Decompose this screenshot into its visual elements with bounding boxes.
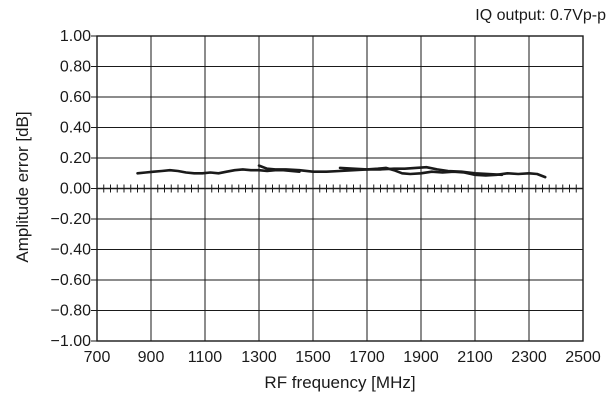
x-tick-label: 1300 [241,349,277,366]
x-tick-label: 1900 [403,349,439,366]
y-tick-label: −0.40 [51,242,92,259]
x-tick-label: 1100 [188,349,223,366]
x-tick-label: 2500 [565,349,601,366]
y-tick-label: −1.00 [51,333,92,350]
series-layer [136,164,547,179]
y-tick-label: 0.00 [60,181,91,198]
y-tick-label: 0.80 [60,59,91,76]
y-tick-labels: 1.00 0.80 0.60 0.40 0.20 0.00 −0.20 −0.40 −0.60 −… [51,28,92,350]
series-line-3 [338,165,504,177]
y-tick-label: −0.20 [51,211,92,228]
y-tick-label: 1.00 [60,28,91,45]
x-axis-title: RF frequency [MHz] [264,373,415,392]
x-tick-label: 1500 [295,349,331,366]
y-tick-label: 0.40 [60,120,91,137]
y-tick-label: 0.20 [60,150,91,167]
zero-line-minor-ticks [103,184,577,193]
x-tick-label: 2100 [457,349,493,366]
x-tick-label: 2300 [511,349,547,366]
chart-annotation: IQ output: 0.7Vp-p [475,7,606,24]
y-tick-label: −0.60 [51,272,92,289]
x-tick-label: 1700 [349,349,385,366]
y-tick-label: −0.80 [51,303,92,320]
plot-frame [96,35,584,342]
y-axis-title: Amplitude error [dB] [13,111,32,262]
y-tick-label: 0.60 [60,89,91,106]
x-tick-label: 700 [84,349,111,366]
x-tick-labels: 700 900 1100 1300 1500 1700 1900 2100 2300 2500 [84,349,601,366]
x-tick-label: 900 [138,349,165,366]
